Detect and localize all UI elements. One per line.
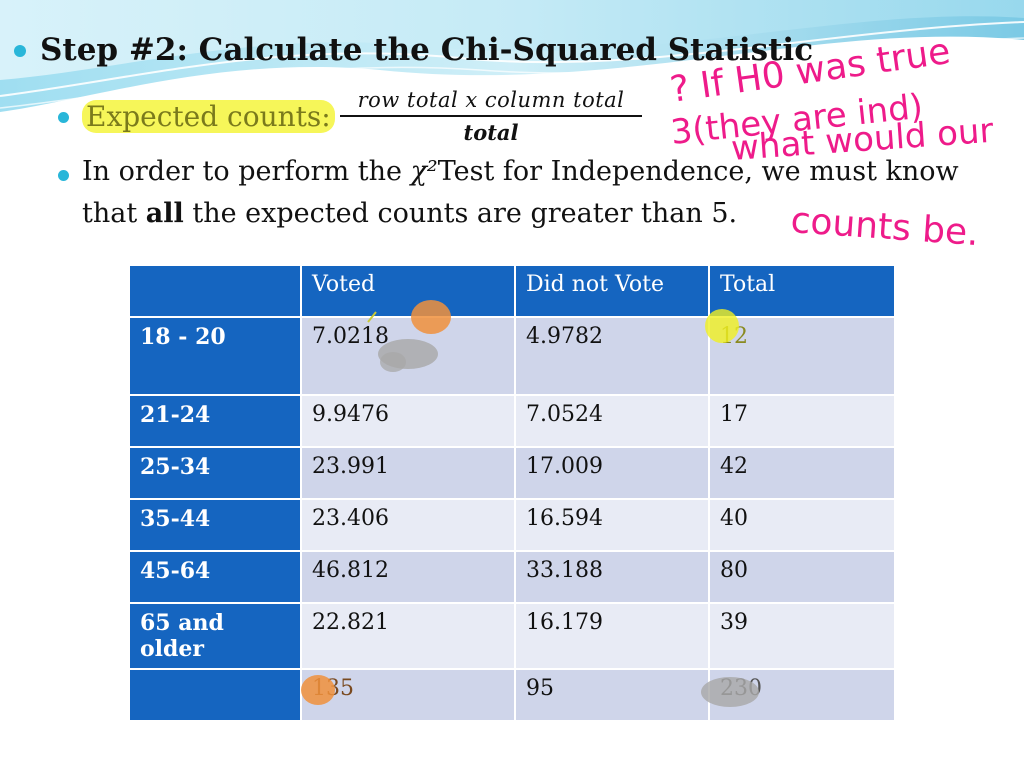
table-cell: 40: [708, 498, 896, 552]
table-cell: 33.188: [514, 550, 710, 604]
header-cell-total: Total: [708, 264, 896, 318]
expected-counts-label: Expected counts:: [82, 100, 335, 133]
row-label: 65 and older: [128, 602, 302, 670]
header-cell-corner: [128, 264, 302, 318]
title-bullet-dot: [14, 45, 26, 57]
table-cell: 39: [708, 602, 896, 670]
table-cell: 9.9476: [300, 394, 516, 448]
table-cell: 80: [708, 550, 896, 604]
row-label: 35-44: [128, 498, 302, 552]
annotation-line-4: counts be.: [789, 200, 980, 254]
table-cell: 4.9782: [514, 316, 710, 396]
header-cell-did-not-vote: Did not Vote: [514, 264, 710, 318]
table-cell: 16.179: [514, 602, 710, 670]
table-row-totals: 135 95 230: [128, 668, 896, 722]
table-cell: 230: [708, 668, 896, 722]
formula-denominator: total: [463, 120, 519, 145]
bullet-independence-line2: that all the expected counts are greater…: [82, 198, 737, 229]
row-label: [128, 668, 302, 722]
expected-count-formula: row total x column total total: [340, 88, 642, 145]
fraction-bar: [340, 115, 642, 117]
table-cell: 23.991: [300, 446, 516, 500]
line2-start: In order to perform the: [82, 156, 411, 187]
line3-end: the expected counts are greater than 5.: [183, 198, 738, 229]
bullet-expected-counts: Expected counts:: [82, 100, 335, 133]
table-cell: 7.0218: [300, 316, 516, 396]
row-label: 18 - 20: [128, 316, 302, 396]
table-cell: 7.0524: [514, 394, 710, 448]
table-header-row: Voted Did not Vote Total: [128, 264, 896, 318]
page-title: Step #2: Calculate the Chi-Squared Stati…: [40, 32, 814, 68]
table-cell: 17: [708, 394, 896, 448]
chi-squared-symbol: χ²: [410, 156, 438, 187]
table-row: 65 and older 22.821 16.179 39: [128, 602, 896, 670]
table-cell: 12: [708, 316, 896, 396]
row-label: 25-34: [128, 446, 302, 500]
row-label: 21-24: [128, 394, 302, 448]
table-cell: 46.812: [300, 550, 516, 604]
decorative-wave-header: [0, 0, 1024, 112]
bullet-dot-2: [58, 170, 69, 181]
row-label: 45-64: [128, 550, 302, 604]
bullet-dot-1: [58, 112, 69, 123]
table-row: 35-44 23.406 16.594 40: [128, 498, 896, 552]
table-cell: 22.821: [300, 602, 516, 670]
table-row: 25-34 23.991 17.009 42: [128, 446, 896, 500]
line2-end: Test for Independence, we must know: [437, 156, 959, 187]
line3-bold-all: all: [145, 198, 184, 229]
line3-start: that: [82, 198, 146, 229]
bullet-independence-line1: In order to perform the χ²Test for Indep…: [82, 156, 959, 187]
table-cell: 23.406: [300, 498, 516, 552]
table-cell: 95: [514, 668, 710, 722]
table-cell: 42: [708, 446, 896, 500]
table-row: 45-64 46.812 33.188 80: [128, 550, 896, 604]
table-row: 21-24 9.9476 7.0524 17: [128, 394, 896, 448]
table-cell: 135: [300, 668, 516, 722]
expected-counts-table: Voted Did not Vote Total 18 - 20 7.0218 …: [128, 264, 896, 722]
table-cell: 17.009: [514, 446, 710, 500]
table-cell: 16.594: [514, 498, 710, 552]
table-row: 18 - 20 7.0218 4.9782 12: [128, 316, 896, 396]
formula-numerator: row total x column total: [357, 88, 625, 112]
header-cell-voted: Voted: [300, 264, 516, 318]
